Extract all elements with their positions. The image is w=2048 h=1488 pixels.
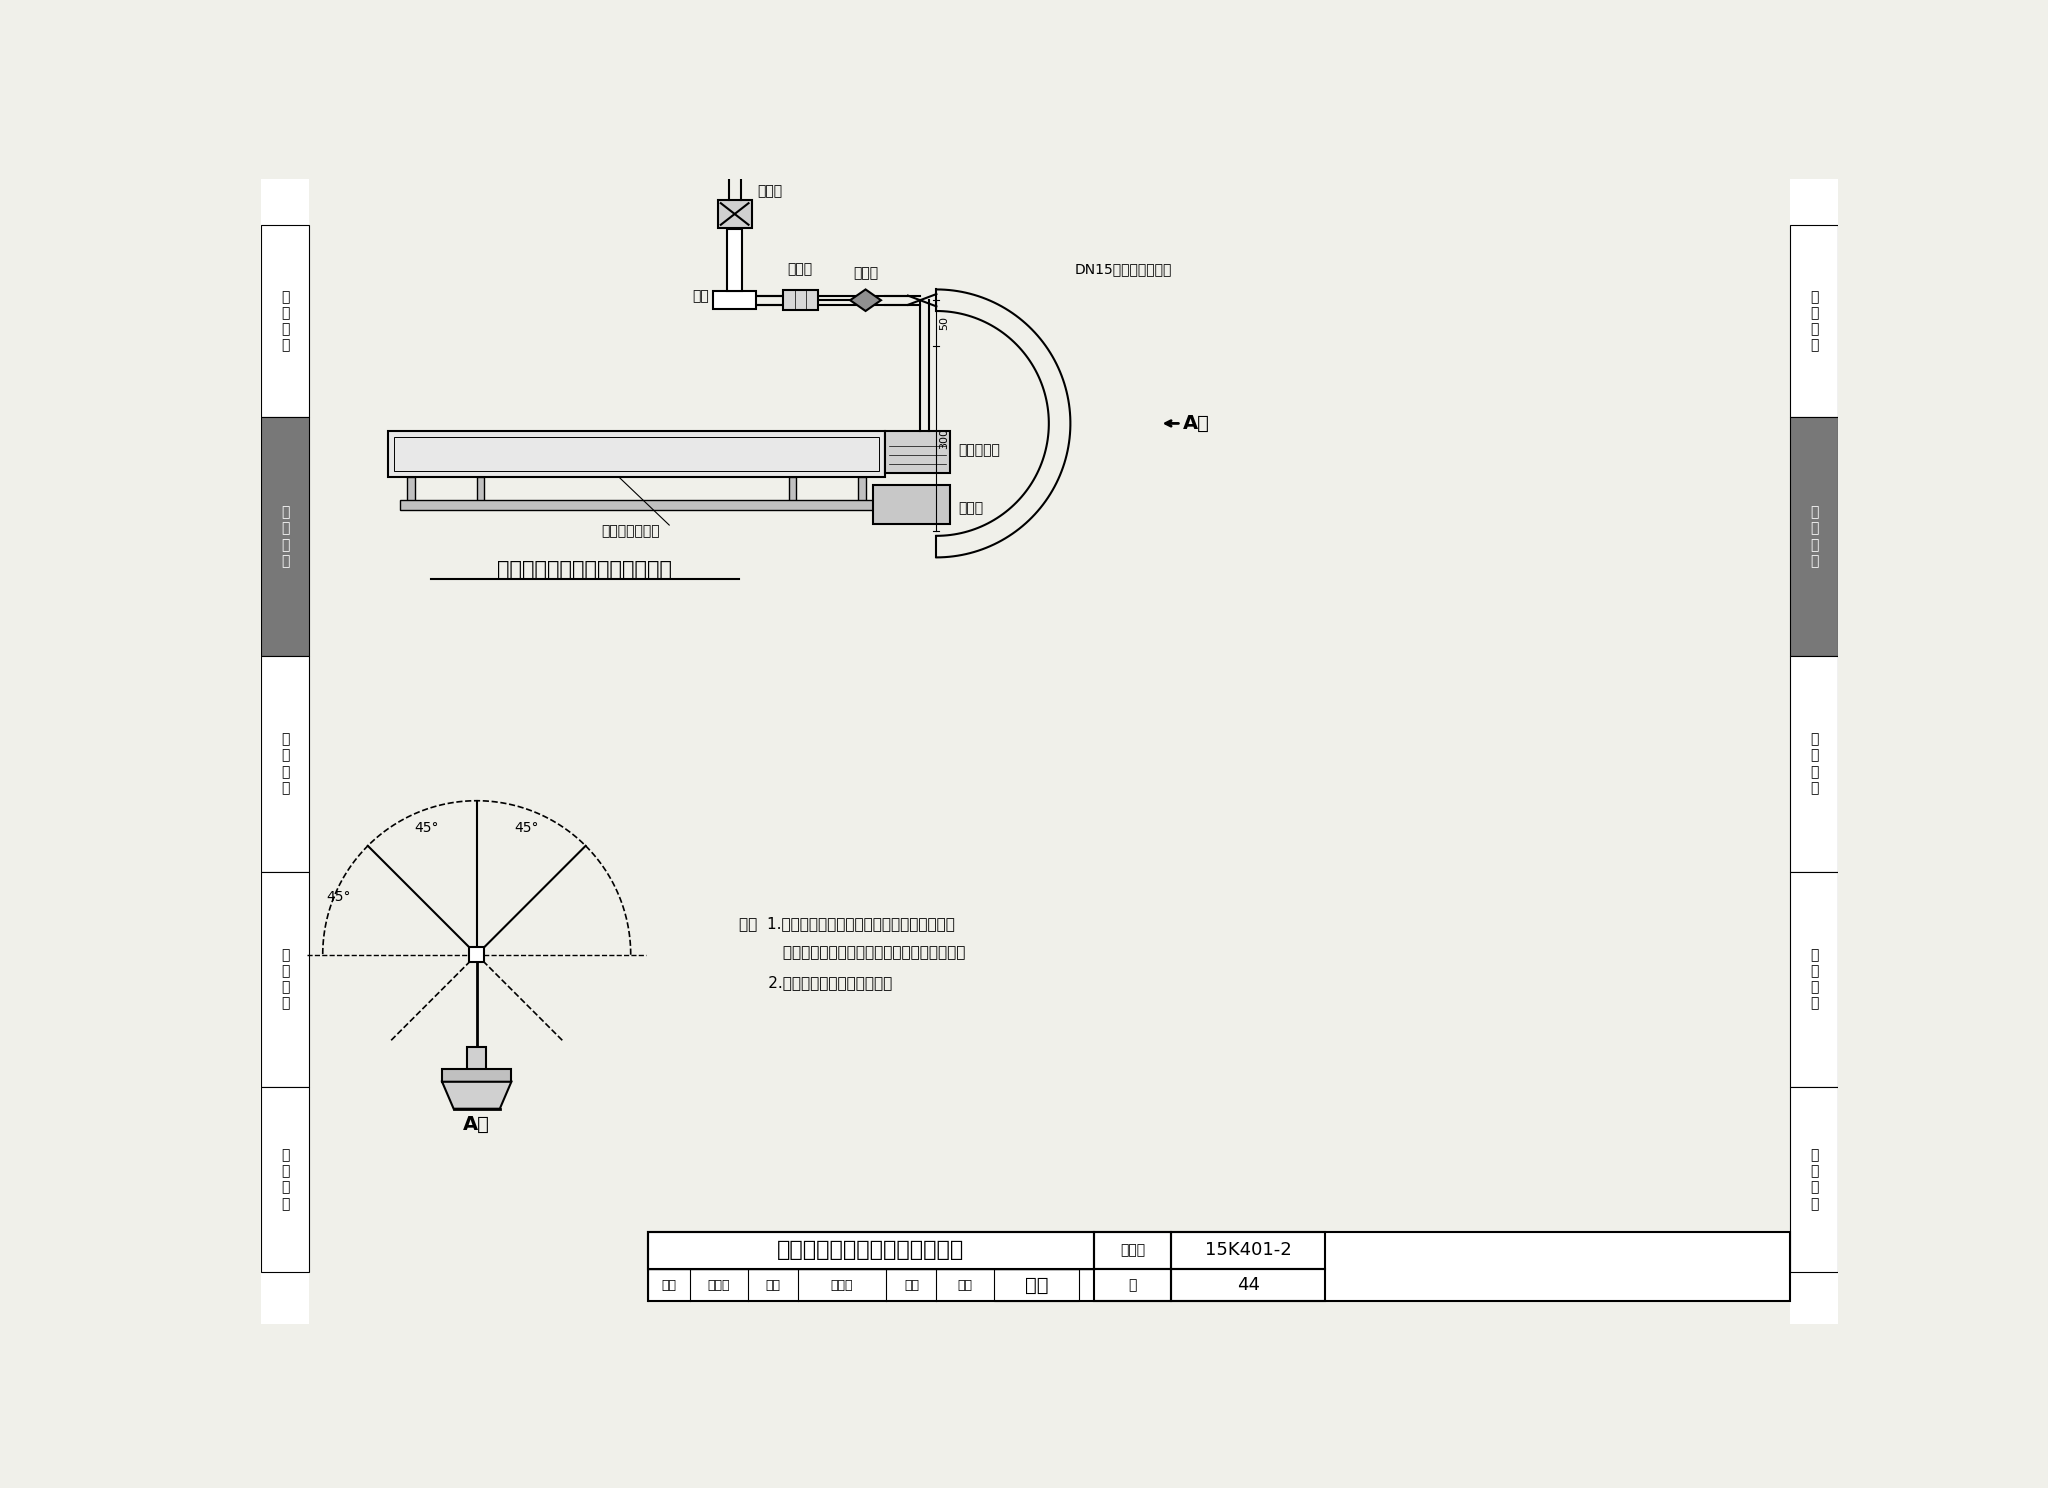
Text: 300: 300 xyxy=(940,429,950,449)
Bar xyxy=(399,500,872,510)
Bar xyxy=(727,229,741,292)
Bar xyxy=(1094,1269,1171,1301)
Text: 页: 页 xyxy=(1128,1278,1137,1292)
Bar xyxy=(1171,1269,1325,1301)
Text: 过滤器: 过滤器 xyxy=(788,262,813,277)
Bar xyxy=(262,1088,309,1272)
Text: 蔡存占: 蔡存占 xyxy=(831,1278,854,1292)
Text: 电磁阀: 电磁阀 xyxy=(958,501,983,515)
Text: 头固定住，以防其转动导致内部元件的损坏。: 头固定住，以防其转动导致内部元件的损坏。 xyxy=(739,945,965,960)
Text: 50: 50 xyxy=(940,317,950,330)
Bar xyxy=(324,284,1776,1287)
Text: 供燃气接头: 供燃气接头 xyxy=(958,443,999,457)
Text: 校对: 校对 xyxy=(766,1278,780,1292)
Text: 44: 44 xyxy=(1237,1277,1260,1295)
Bar xyxy=(262,225,309,417)
Bar xyxy=(1790,1088,1839,1272)
Bar xyxy=(1171,1232,1325,1269)
Bar xyxy=(717,199,752,228)
Bar xyxy=(1790,417,1839,656)
Bar xyxy=(262,656,309,872)
Bar xyxy=(993,1269,1079,1301)
Text: 施
工
安
装: 施 工 安 装 xyxy=(281,506,289,568)
Text: 电
气
控
制: 电 气 控 制 xyxy=(281,948,289,1010)
Text: 陈宾: 陈宾 xyxy=(1024,1275,1049,1295)
Text: 注：  1.安装连接供气软管时，应用管钳将供燃气接: 注： 1.安装连接供气软管时，应用管钳将供燃气接 xyxy=(739,917,954,931)
Text: 45°: 45° xyxy=(326,890,350,905)
Bar xyxy=(885,432,950,473)
Bar xyxy=(713,292,756,310)
Text: 15K401-2: 15K401-2 xyxy=(1204,1241,1292,1259)
Bar xyxy=(469,946,485,963)
Bar xyxy=(467,1048,485,1070)
Bar xyxy=(782,290,817,310)
Bar xyxy=(1790,872,1839,1088)
Text: 设
计
说
明: 设 计 说 明 xyxy=(1810,290,1819,353)
Text: 减压阀: 减压阀 xyxy=(854,266,879,280)
Bar xyxy=(647,1232,1094,1269)
Bar xyxy=(1790,225,1839,417)
Bar xyxy=(408,478,416,501)
Text: 45°: 45° xyxy=(414,821,438,835)
Polygon shape xyxy=(850,290,881,311)
Bar xyxy=(788,478,797,501)
Text: 电
气
控
制: 电 气 控 制 xyxy=(1810,948,1819,1010)
Text: 2.球阀必须与燃气入口平行。: 2.球阀必须与燃气入口平行。 xyxy=(739,975,891,990)
Bar xyxy=(1790,179,1839,1324)
Bar xyxy=(262,179,309,1324)
Bar xyxy=(477,478,485,501)
Text: 燃气管与高温陶瓷辐射板的连接: 燃气管与高温陶瓷辐射板的连接 xyxy=(778,1241,965,1260)
Text: 陈雷: 陈雷 xyxy=(958,1278,973,1292)
Text: 图集号: 图集号 xyxy=(1120,1244,1145,1257)
Bar xyxy=(262,417,309,656)
Polygon shape xyxy=(442,1082,512,1109)
Bar xyxy=(262,872,309,1088)
Text: 审核: 审核 xyxy=(662,1278,676,1292)
Bar xyxy=(389,432,885,478)
Text: A向: A向 xyxy=(463,1115,489,1134)
Bar xyxy=(442,1070,512,1082)
Text: 设
计
说
明: 设 计 说 明 xyxy=(281,290,289,353)
Bar xyxy=(647,1232,1790,1301)
Bar xyxy=(858,478,866,501)
Text: DN15不锈钢供气软管: DN15不锈钢供气软管 xyxy=(1075,262,1171,277)
Text: 三通: 三通 xyxy=(692,289,709,304)
Bar xyxy=(872,485,950,524)
Text: 设计: 设计 xyxy=(903,1278,920,1292)
Bar xyxy=(1790,656,1839,872)
Text: 燃气管与高温陶瓷辐射板的连接: 燃气管与高温陶瓷辐射板的连接 xyxy=(498,559,672,580)
Text: 液
化
气
站: 液 化 气 站 xyxy=(281,732,289,795)
Text: 段洁仪: 段洁仪 xyxy=(709,1278,731,1292)
Text: 施
工
安
装: 施 工 安 装 xyxy=(1810,506,1819,568)
Bar xyxy=(1094,1232,1171,1269)
Text: 高温陶瓷辐射板: 高温陶瓷辐射板 xyxy=(602,524,659,539)
Text: A向: A向 xyxy=(1184,414,1210,433)
Text: 工
程
实
例: 工 程 实 例 xyxy=(1810,1149,1819,1211)
Text: 液
化
气
站: 液 化 气 站 xyxy=(1810,732,1819,795)
Bar xyxy=(395,437,879,472)
Text: 切断阀: 切断阀 xyxy=(758,185,782,198)
Text: 工
程
实
例: 工 程 实 例 xyxy=(281,1149,289,1211)
Text: 45°: 45° xyxy=(514,821,539,835)
